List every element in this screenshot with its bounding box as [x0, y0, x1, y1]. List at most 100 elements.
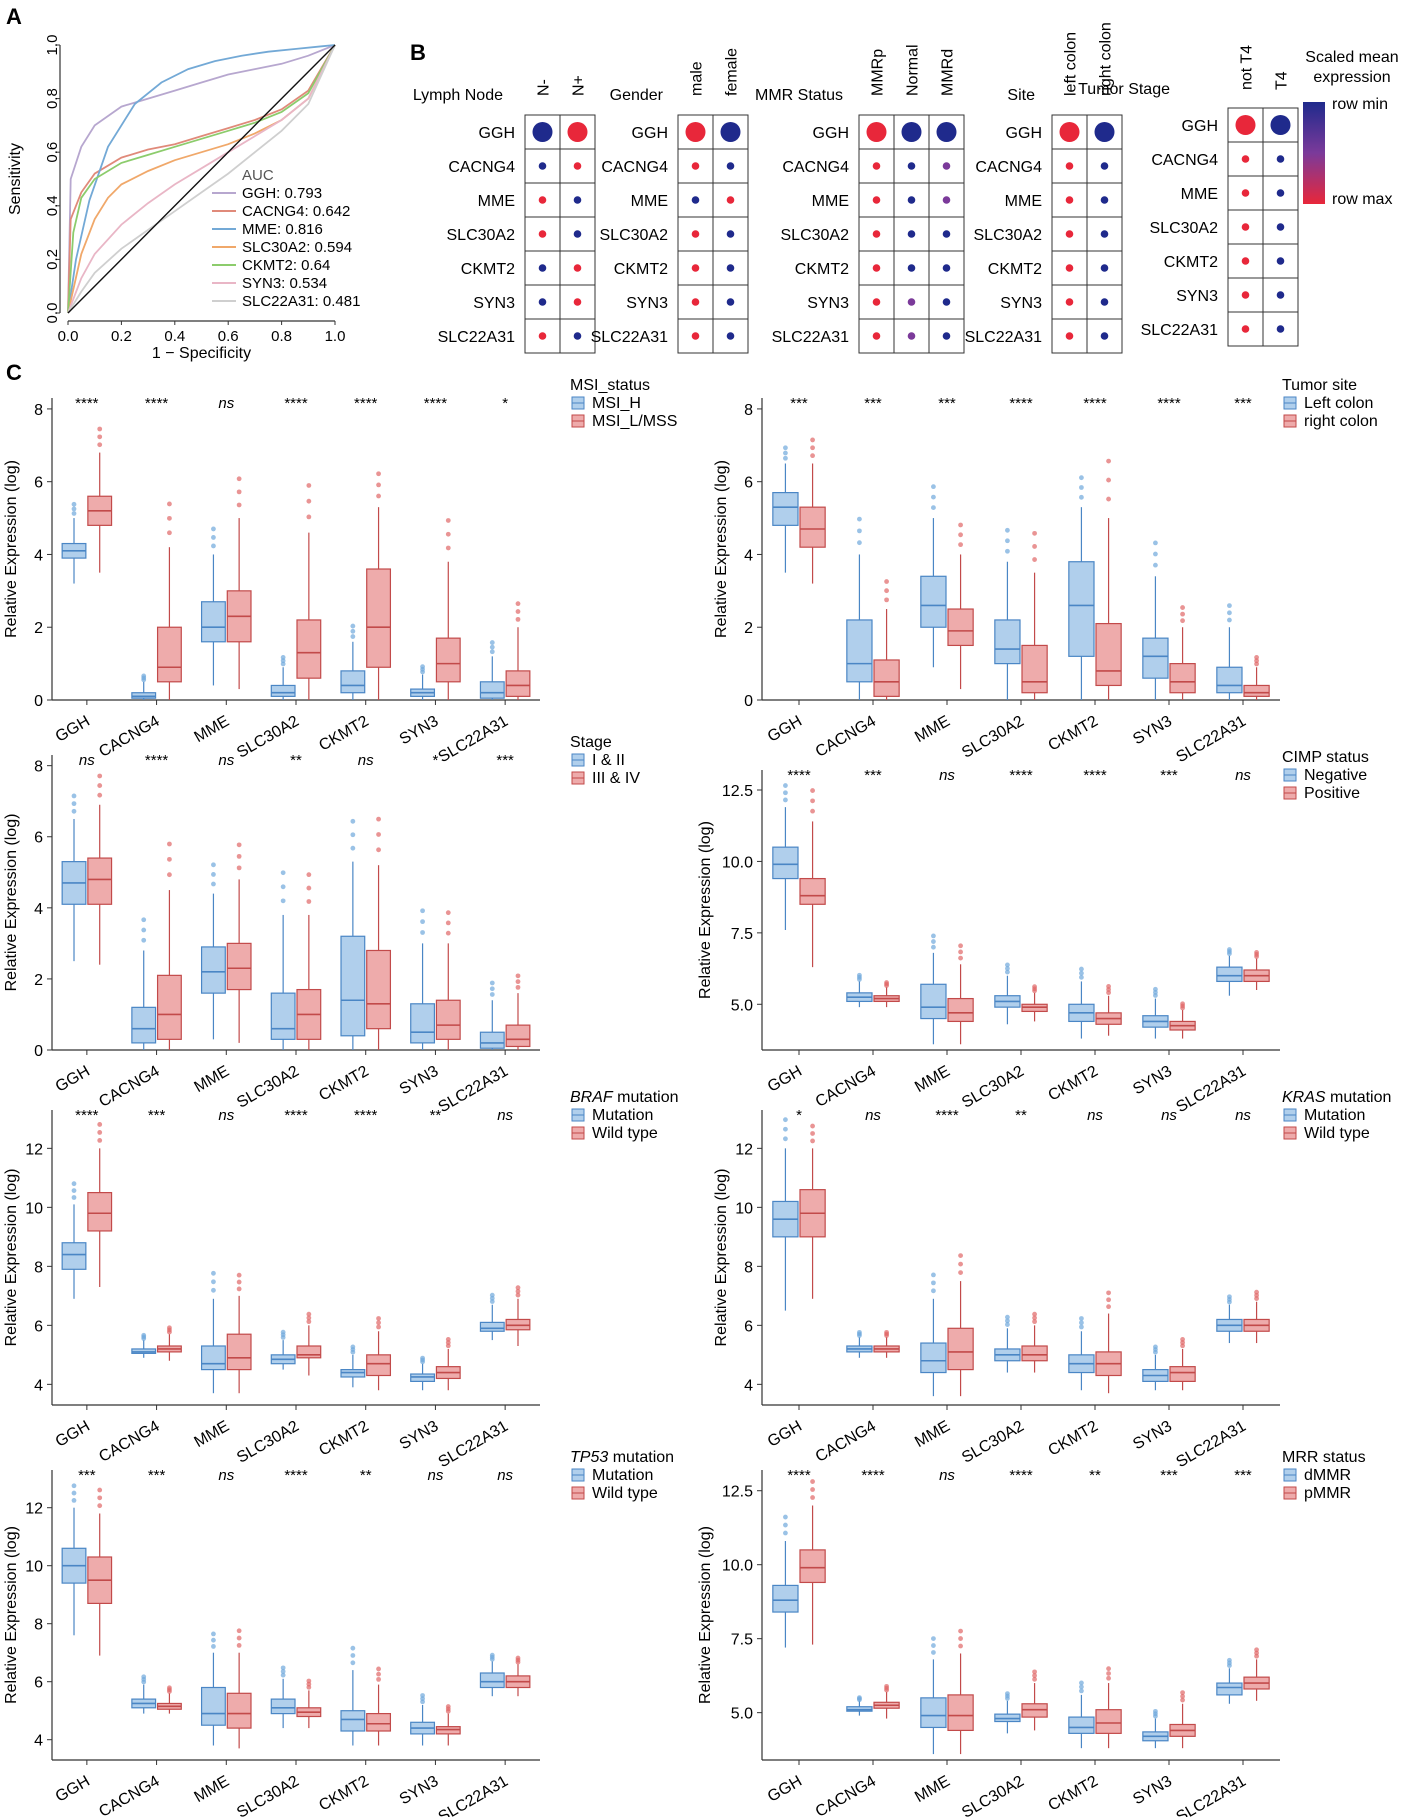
boxplot-outlier	[71, 501, 77, 507]
boxplot-outlier	[97, 792, 103, 798]
boxplot-outlier	[958, 1643, 963, 1649]
boxplot-outlier	[783, 1136, 788, 1142]
boxplot-y-tick-label: 0	[744, 693, 753, 710]
boxplot-outlier	[1079, 1680, 1084, 1686]
boxplot-outlier	[1005, 548, 1010, 554]
boxplot-x-tick-label: CACNG4	[813, 1418, 879, 1466]
boxplot-significance: ****	[1009, 767, 1033, 784]
dotplot-column-label: left colon	[1063, 32, 1080, 96]
dotplot-gene-label: SLC30A2	[447, 227, 516, 244]
boxplot-legend-label: Wild type	[1304, 1125, 1370, 1142]
boxplot-outlier	[810, 1479, 815, 1484]
boxplot-x-tick-label: CKMT2	[1046, 1773, 1102, 1815]
boxplot-y-label: Relative Expression (log)	[3, 1169, 20, 1347]
boxplot-outlier	[489, 980, 495, 986]
boxplot-outlier	[931, 939, 936, 944]
boxplot-outlier	[350, 1645, 356, 1651]
boxplot-box	[1068, 561, 1095, 657]
boxplot-outlier	[515, 1655, 521, 1661]
roc-legend-title: AUC	[242, 167, 274, 184]
boxplot-outlier	[1153, 540, 1158, 546]
boxplot-outlier	[280, 1329, 286, 1335]
boxplot-outlier	[445, 545, 451, 551]
boxplot-x-tick-label: GGH	[53, 1773, 93, 1806]
boxplot-box	[366, 949, 392, 1030]
roc-y-tick-label: 0.6	[44, 142, 61, 163]
roc-legend-label: SLC30A2: 0.594	[242, 239, 352, 256]
boxplot-outlier	[306, 514, 312, 520]
dotplot-frame	[858, 114, 965, 354]
boxplot-outlier	[306, 1678, 312, 1684]
legend-title-italic: BRAF	[570, 1089, 614, 1106]
boxplot-outlier	[350, 628, 356, 634]
boxplot-outlier	[280, 1665, 286, 1671]
boxplot-significance: ***	[1160, 1467, 1178, 1484]
boxplot-outlier	[1180, 618, 1185, 624]
boxplot-x-tick-label: CKMT2	[316, 1418, 372, 1460]
boxplot-significance: ns	[1235, 767, 1251, 784]
boxplot-outlier	[350, 1344, 356, 1350]
dotplot-column-label: MMRd	[940, 49, 957, 96]
boxplot-box	[200, 946, 226, 994]
boxplot-outlier	[1106, 1666, 1111, 1672]
boxplot-outlier	[420, 1693, 425, 1698]
boxplot-outlier	[884, 1329, 889, 1335]
boxplot-outlier	[445, 930, 451, 936]
boxplot-box	[435, 999, 461, 1040]
boxplot-outlier	[1227, 610, 1232, 616]
boxplot-outlier	[1005, 966, 1010, 971]
dotplot-gene-label: SLC22A31	[965, 329, 1042, 346]
boxplot-significance: ****	[935, 1107, 959, 1124]
boxplot-outlier	[931, 494, 936, 500]
dotplot-dot	[726, 162, 735, 170]
boxplot-significance: ns	[1087, 1107, 1103, 1124]
boxplot-outlier	[280, 870, 286, 876]
boxplot-x-tick-label: MME	[912, 1063, 953, 1096]
boxplot-outlier	[489, 986, 495, 992]
boxplot-legend-label: Mutation	[592, 1107, 653, 1124]
boxplot-outlier	[1180, 1690, 1185, 1695]
boxplot-legend-title: CIMP status	[1282, 749, 1369, 766]
boxplot-box	[846, 619, 873, 683]
dotplot-legend-min: row min	[1332, 96, 1388, 113]
dotplot-dot	[942, 196, 951, 204]
dotplot-gene-label: MME	[812, 193, 849, 210]
boxplot-y-tick-label: 4	[34, 1733, 43, 1750]
roc-curve-slc22a31	[67, 44, 336, 314]
boxplot-outlier	[515, 1292, 521, 1298]
boxplot-box	[920, 983, 947, 1020]
dotplot-gene-label: SLC30A2	[974, 227, 1043, 244]
boxplot-outlier	[71, 1497, 77, 1503]
dotplot-legend-title-2: expression	[1313, 69, 1390, 86]
dotplot-gene-label: CACNG4	[601, 159, 668, 176]
boxplot-outlier	[783, 445, 788, 451]
boxplot-outlier	[280, 655, 286, 660]
boxplot-outlier	[376, 1316, 381, 1321]
boxplot-outlier	[1079, 1684, 1084, 1690]
boxplot-outlier	[931, 1280, 936, 1286]
boxplot-y-tick-label: 12	[25, 1501, 43, 1518]
boxplot-outlier	[280, 898, 286, 904]
dotplot-gene-label: CACNG4	[1151, 152, 1218, 169]
boxplot-x-tick-label: SLC30A2	[234, 1063, 302, 1112]
boxplot-box	[87, 1191, 113, 1232]
dotplot-dot	[1276, 223, 1285, 231]
dotplot-gene-label: SYN3	[807, 295, 849, 312]
dotplot-gene-label: CACNG4	[448, 159, 515, 176]
boxplot-tp53: 4 6 8 10 12 Relative Expression (log) GGH *** CA…	[3, 1449, 674, 1817]
boxplot-outlier	[515, 1285, 521, 1291]
roc-x-tick-label: 0.0	[58, 328, 79, 345]
boxplot-outlier	[931, 505, 936, 510]
boxplot-outlier	[280, 1669, 286, 1674]
boxplot-outlier	[1079, 494, 1084, 500]
boxplot-significance: ***	[1234, 395, 1252, 412]
dotplot-dot	[1100, 264, 1109, 272]
roc-chart: 0.0 0.0 0.2 0.2 0.4 0.4 0.6 0.6 0.8 0.8 1.0 1.0 1 − …	[7, 35, 360, 362]
dotplot-gene-label: SLC30A2	[781, 227, 850, 244]
boxplot-outlier	[1032, 1315, 1037, 1321]
boxplot-y-tick-label: 4	[34, 1377, 43, 1394]
legend-title-rest: mutation	[613, 1089, 679, 1106]
boxplot-mrr: 5.0 7.5 10.0 12.5 Relative Expression (log) G…	[697, 1449, 1366, 1817]
